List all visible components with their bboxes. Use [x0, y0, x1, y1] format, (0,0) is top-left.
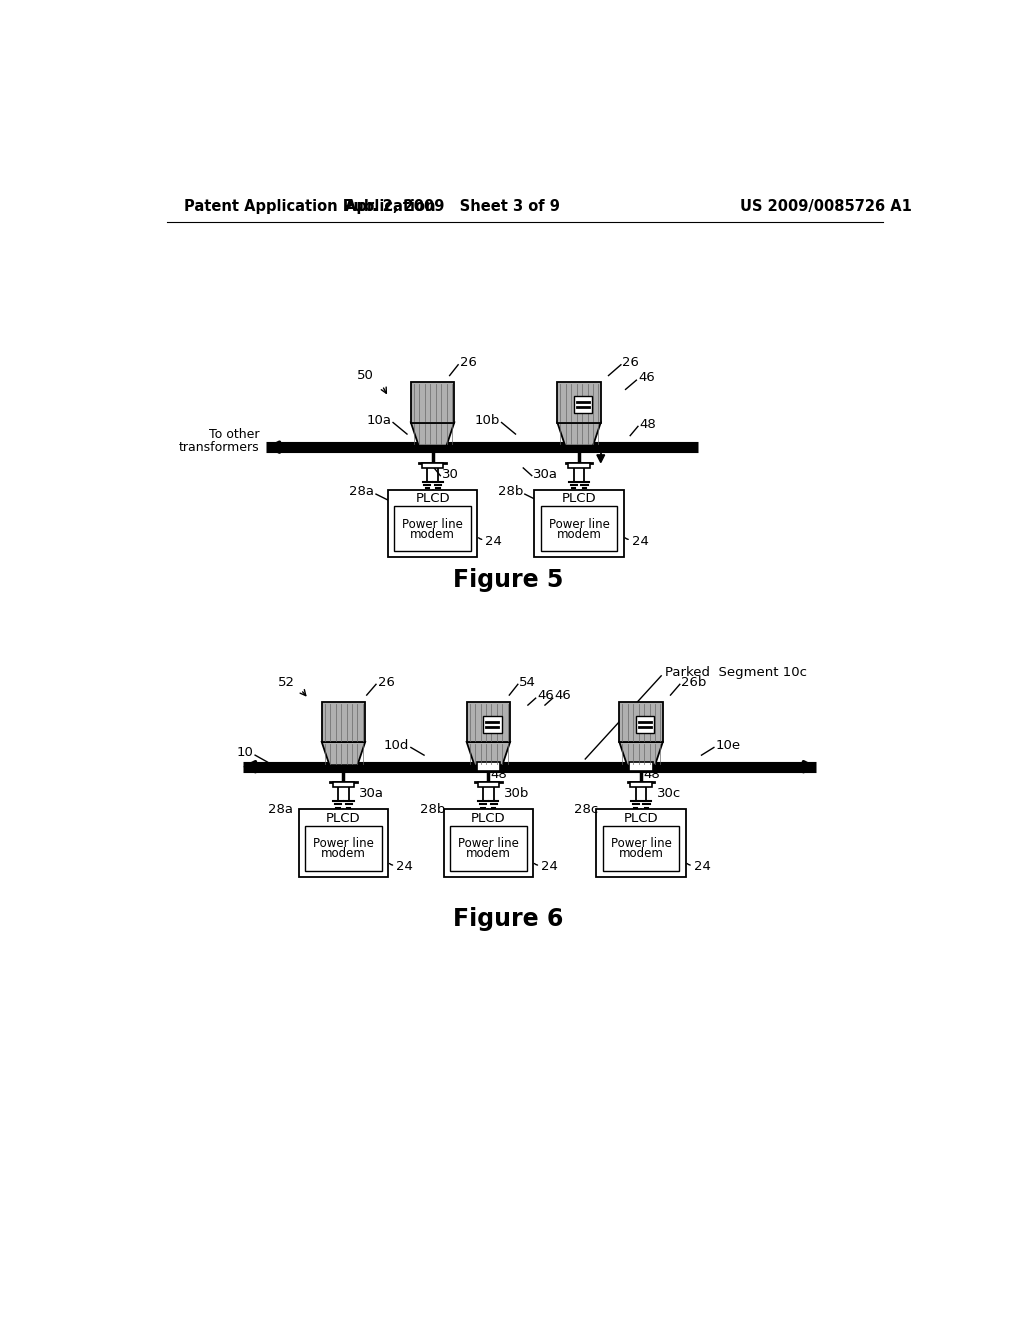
- Bar: [411, 383, 455, 422]
- Text: 10: 10: [237, 746, 254, 759]
- Text: 46: 46: [638, 371, 654, 384]
- Text: PLCD: PLCD: [471, 812, 506, 825]
- Text: Figure 6: Figure 6: [453, 907, 563, 931]
- Text: PLCD: PLCD: [326, 812, 360, 825]
- Bar: [597, 809, 686, 876]
- Text: modem: modem: [557, 528, 601, 541]
- Text: 10a: 10a: [367, 413, 391, 426]
- Text: 30a: 30a: [534, 467, 558, 480]
- Text: PLCD: PLCD: [416, 492, 450, 506]
- Text: Power line: Power line: [610, 837, 672, 850]
- Bar: [630, 762, 652, 771]
- Bar: [394, 507, 471, 552]
- Text: Apr. 2, 2009   Sheet 3 of 9: Apr. 2, 2009 Sheet 3 of 9: [344, 198, 559, 214]
- Bar: [467, 702, 510, 742]
- Text: Power line: Power line: [402, 517, 463, 531]
- Text: 28b: 28b: [421, 803, 445, 816]
- Polygon shape: [620, 742, 663, 766]
- Text: 10d: 10d: [384, 739, 410, 751]
- Bar: [636, 715, 654, 733]
- Text: Power line: Power line: [458, 837, 519, 850]
- Text: 26: 26: [378, 676, 394, 689]
- Bar: [450, 826, 526, 871]
- Text: Power line: Power line: [549, 517, 609, 531]
- Text: 24: 24: [632, 535, 648, 548]
- Bar: [299, 809, 388, 876]
- Text: 28b: 28b: [498, 486, 523, 499]
- Bar: [422, 462, 443, 469]
- Text: 26: 26: [623, 356, 639, 370]
- Text: 48: 48: [640, 417, 656, 430]
- Text: modem: modem: [618, 847, 664, 861]
- Text: 46: 46: [554, 689, 571, 702]
- Text: PLCD: PLCD: [624, 812, 658, 825]
- Text: 30a: 30a: [359, 787, 384, 800]
- Text: modem: modem: [466, 847, 511, 861]
- Bar: [333, 781, 354, 788]
- Text: 52: 52: [278, 676, 295, 689]
- Bar: [477, 762, 500, 771]
- Text: To other: To other: [209, 428, 260, 441]
- Text: 46: 46: [538, 689, 554, 702]
- Bar: [557, 383, 601, 422]
- Text: 54: 54: [519, 676, 537, 689]
- Polygon shape: [467, 742, 510, 766]
- Bar: [535, 490, 624, 557]
- Bar: [630, 762, 652, 771]
- Text: 24: 24: [485, 535, 502, 548]
- Bar: [573, 396, 592, 413]
- Bar: [322, 702, 366, 742]
- Text: 10b: 10b: [475, 413, 500, 426]
- Text: 50: 50: [356, 370, 374, 381]
- Text: PLCD: PLCD: [562, 492, 596, 506]
- Text: Parked  Segment 10c: Parked Segment 10c: [665, 667, 807, 680]
- Bar: [568, 462, 590, 469]
- Text: 48: 48: [490, 768, 508, 781]
- Text: 10e: 10e: [716, 739, 740, 751]
- Bar: [443, 809, 532, 876]
- Text: 28c: 28c: [574, 803, 598, 816]
- Polygon shape: [557, 422, 601, 446]
- Bar: [477, 781, 500, 788]
- Bar: [305, 826, 382, 871]
- Text: Patent Application Publication: Patent Application Publication: [183, 198, 435, 214]
- Text: 24: 24: [541, 861, 558, 874]
- Text: Power line: Power line: [313, 837, 374, 850]
- Text: 28a: 28a: [349, 486, 375, 499]
- Text: 30: 30: [442, 467, 459, 480]
- Text: 48: 48: [643, 768, 660, 781]
- Text: 24: 24: [693, 861, 711, 874]
- Text: 30b: 30b: [504, 787, 529, 800]
- Bar: [541, 507, 617, 552]
- Text: modem: modem: [411, 528, 455, 541]
- Text: Figure 5: Figure 5: [453, 569, 563, 593]
- Polygon shape: [411, 422, 455, 446]
- Bar: [620, 702, 663, 742]
- Bar: [603, 826, 679, 871]
- Text: US 2009/0085726 A1: US 2009/0085726 A1: [740, 198, 912, 214]
- Text: 24: 24: [396, 861, 413, 874]
- Text: 28a: 28a: [268, 803, 293, 816]
- Text: transformers: transformers: [179, 441, 260, 454]
- Bar: [630, 781, 652, 788]
- Polygon shape: [322, 742, 366, 766]
- Polygon shape: [597, 455, 604, 462]
- Text: 30c: 30c: [656, 787, 681, 800]
- Text: 26: 26: [460, 356, 476, 370]
- Bar: [388, 490, 477, 557]
- Text: modem: modem: [321, 847, 366, 861]
- Bar: [483, 715, 502, 733]
- Text: 26b: 26b: [681, 676, 707, 689]
- Bar: [477, 762, 500, 771]
